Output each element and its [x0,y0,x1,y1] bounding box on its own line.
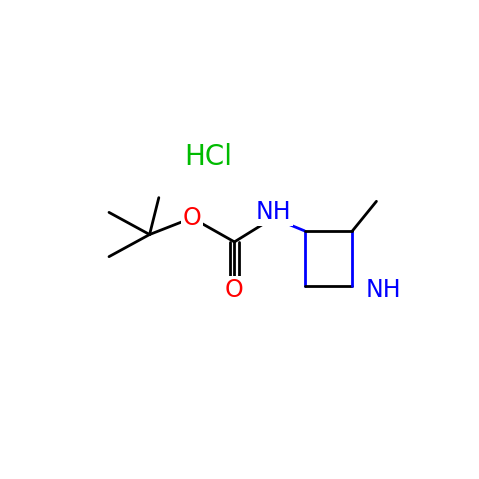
Text: NH: NH [255,200,291,224]
Text: NH: NH [365,278,401,302]
Text: HCl: HCl [184,143,233,171]
Text: O: O [225,278,244,302]
Text: O: O [182,206,201,230]
